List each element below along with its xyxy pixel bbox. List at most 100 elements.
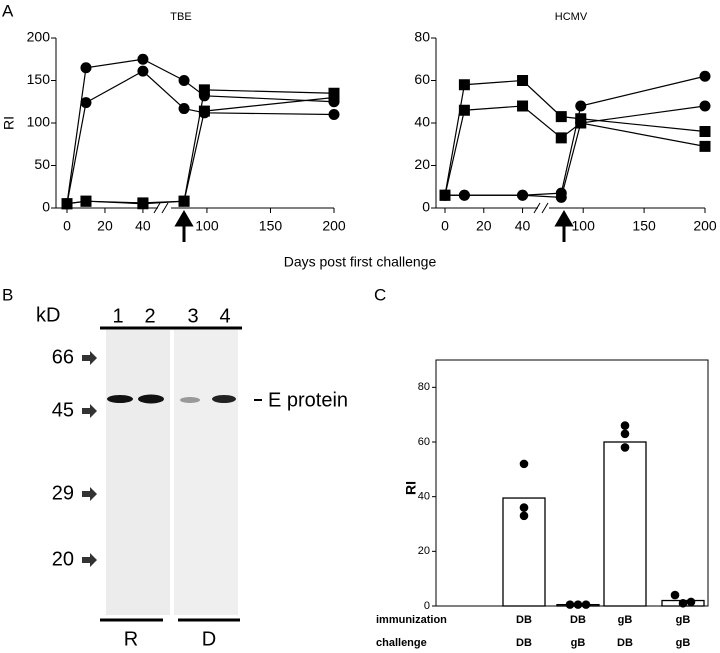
data-point: [519, 511, 529, 521]
band: [138, 394, 164, 404]
data-point: [699, 126, 711, 137]
category-label: gB: [571, 637, 586, 649]
y-tick-label: 150: [27, 71, 51, 87]
panel-letter: A: [2, 1, 14, 20]
y-tick-label: 20: [418, 545, 430, 557]
data-point: [699, 140, 711, 152]
x-tick-label: 100: [572, 218, 596, 234]
data-point: [517, 75, 529, 86]
row-label: immunization: [376, 614, 447, 626]
gel: [106, 330, 170, 615]
x-tick-label: 0: [441, 218, 449, 234]
lane-label: 4: [219, 305, 230, 327]
unit: kD: [36, 304, 60, 326]
series-line: [444, 79, 706, 196]
data-point: [670, 590, 680, 600]
data-point: [458, 79, 470, 91]
data-point: [620, 443, 630, 452]
data-point: [458, 189, 470, 201]
y-tick-label: 60: [414, 71, 430, 87]
data-point: [61, 198, 73, 210]
y-tick-label: 60: [418, 436, 430, 448]
data-point: [575, 117, 587, 129]
data-point: [699, 100, 711, 112]
series-line: [444, 105, 706, 196]
data-point: [519, 503, 529, 512]
data-point: [178, 75, 190, 86]
data-point: [678, 598, 688, 608]
data-point: [565, 600, 575, 609]
challenge-arrow: [174, 210, 194, 242]
series-line: [445, 75, 706, 196]
data-point: [686, 597, 696, 607]
bar: [603, 441, 647, 607]
x-tick-label: 150: [259, 218, 283, 234]
data-point: [620, 421, 630, 430]
data-point: [439, 189, 451, 201]
category-label: DB: [570, 614, 586, 626]
y-tick-label: 40: [414, 114, 430, 130]
data-point: [137, 65, 149, 77]
data-point: [517, 189, 529, 201]
data-point: [555, 132, 567, 144]
data-point: [555, 111, 567, 123]
y-tick-label: 0: [42, 199, 50, 215]
data-point: [198, 84, 210, 96]
data-point: [178, 195, 190, 207]
marker-label: 66: [52, 346, 74, 368]
lane-label: 1: [112, 305, 123, 327]
data-point: [80, 62, 92, 74]
category-label: gB: [618, 614, 633, 626]
marker-label: 45: [52, 399, 74, 421]
category-label: DB: [516, 614, 532, 626]
data-point: [555, 191, 567, 203]
category-label: DB: [617, 637, 633, 649]
lane-label: 3: [187, 305, 198, 327]
group-label: R: [124, 628, 138, 650]
blot: kD 1 2 3 4 66 45 29 20 E protein R D: [36, 304, 348, 650]
x-tick-label: 100: [195, 218, 219, 234]
band: [180, 397, 200, 403]
x-tick-label: 200: [322, 218, 346, 234]
data-point: [573, 600, 583, 609]
data-point: [137, 198, 149, 210]
y-tick-label: 200: [27, 29, 51, 45]
x-tick-label: 40: [135, 218, 151, 234]
x-tick-label: 150: [632, 218, 656, 234]
data-point: [519, 459, 529, 469]
data-point: [581, 600, 591, 609]
group-label: D: [202, 628, 216, 650]
data-point: [137, 53, 149, 65]
data-point: [575, 100, 587, 112]
chart-title: TBE: [170, 11, 191, 23]
panel-letter: C: [374, 285, 386, 304]
chart-title: HCMV: [555, 11, 588, 23]
row-label: challenge: [376, 637, 427, 649]
data-point: [328, 109, 340, 120]
x-tick-label: 20: [97, 218, 113, 234]
axis-break: [533, 202, 549, 214]
data-point: [517, 100, 529, 112]
data-point: [198, 105, 210, 117]
band-label: E protein: [268, 389, 348, 411]
data-point: [80, 195, 92, 207]
marker-label: 20: [52, 548, 74, 570]
category-label: DB: [516, 637, 532, 649]
y-tick-label: 0: [422, 199, 430, 215]
data-point: [458, 104, 470, 116]
y-tick-label: 80: [414, 29, 430, 45]
marker-label: 29: [52, 482, 74, 504]
data-point: [699, 70, 711, 82]
data-point: [328, 92, 340, 103]
marker-arrows: [82, 351, 97, 567]
y-axis-label: RI: [1, 116, 17, 130]
axis-break: [153, 202, 169, 214]
y-tick-label: 50: [34, 156, 50, 172]
plot-frame: [435, 359, 709, 607]
x-axis-label: Days post first challenge: [284, 254, 437, 270]
series-line: [66, 58, 335, 204]
panel-letter: B: [2, 285, 13, 304]
x-tick-label: 0: [63, 218, 71, 234]
y-tick-label: 80: [418, 381, 430, 393]
